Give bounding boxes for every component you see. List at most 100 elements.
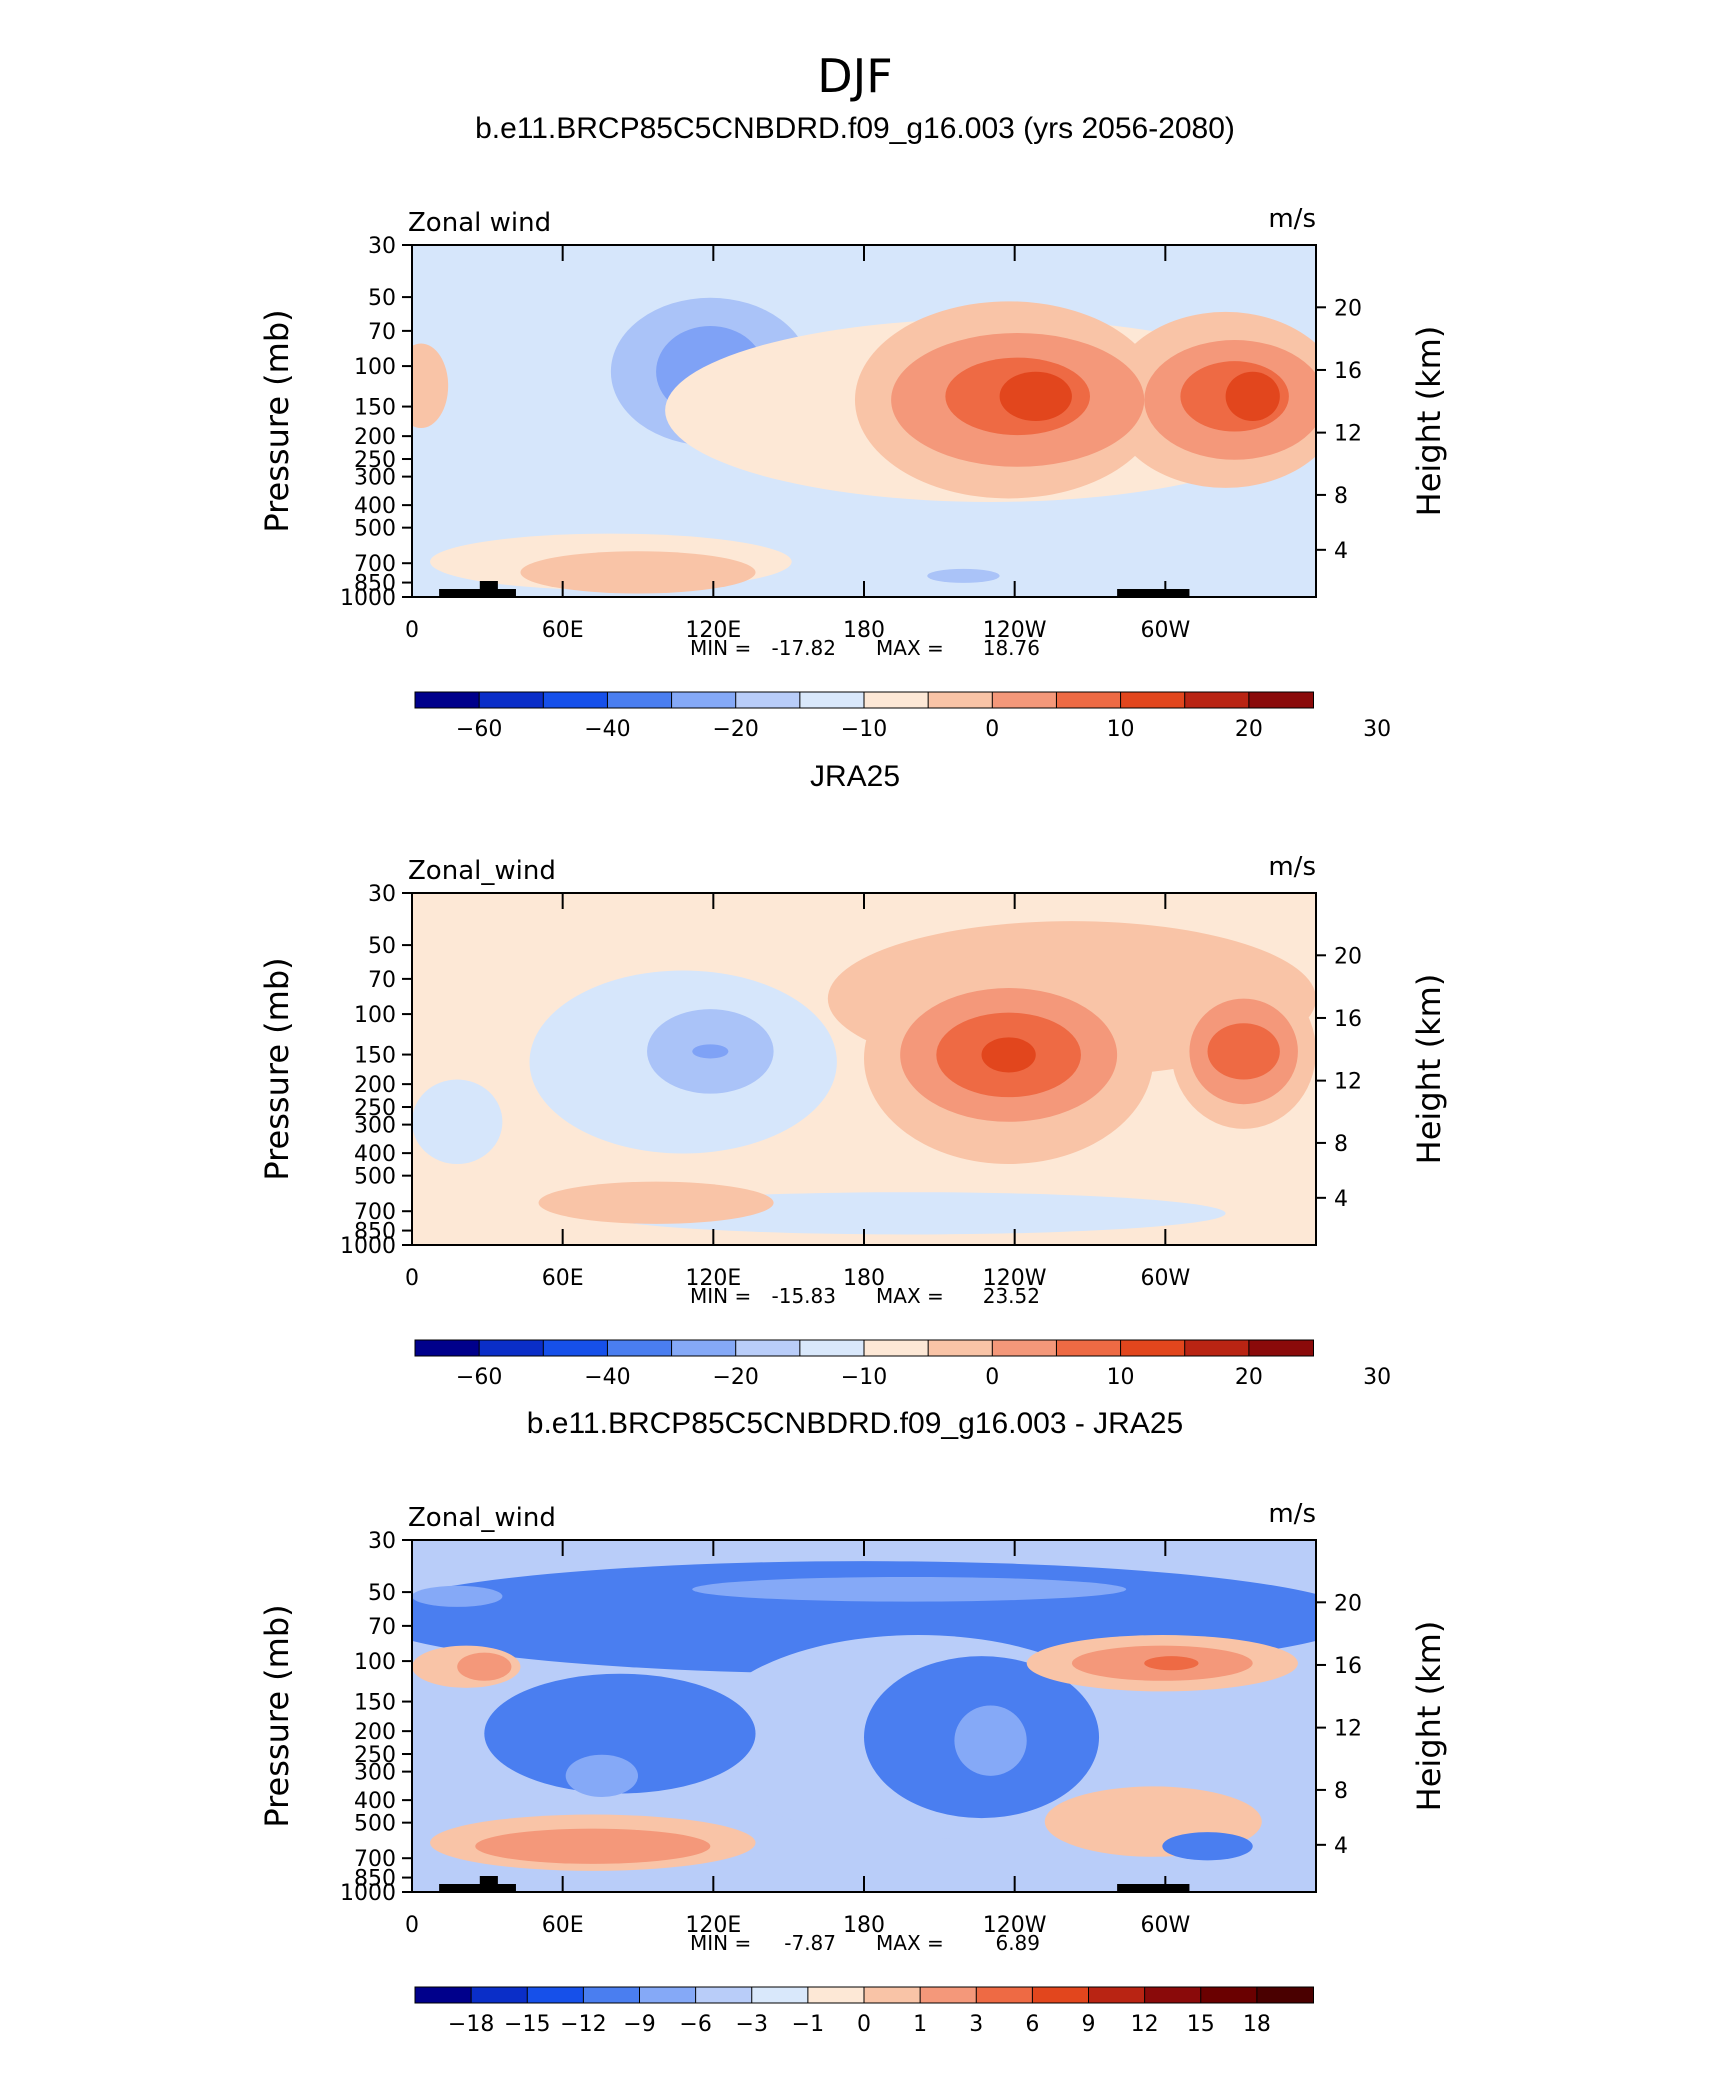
colorbar-swatch (1055, 691, 1122, 709)
land-mask (439, 589, 494, 597)
y-axis-label: Pressure (mb) (258, 957, 296, 1180)
colorbar-swatch (799, 691, 865, 709)
colorbar-label: −9 (623, 2012, 655, 2037)
x-tick-label: 120W (983, 618, 1047, 643)
land-mask (493, 1884, 516, 1892)
contour-region (927, 568, 1000, 583)
y-tick-label: 100 (354, 1003, 396, 1028)
colorbar-swatch (1248, 691, 1315, 709)
left-string: Zonal wind (408, 208, 551, 238)
colorbar-label: 0 (985, 717, 999, 742)
right-tick-label: 8 (1334, 1132, 1348, 1157)
colorbar-label: −12 (560, 2012, 606, 2037)
colorbar-label: 20 (1235, 717, 1263, 742)
colorbar-swatch (927, 691, 994, 709)
units-label: m/s (1268, 1499, 1316, 1529)
y-tick-label: 70 (368, 968, 396, 993)
min-label: MIN = (690, 1284, 751, 1308)
colorbar-swatch (927, 1339, 994, 1357)
right-tick-label: 12 (1334, 1070, 1362, 1095)
colorbar-label: −1 (792, 2012, 824, 2037)
colorbar-label: −60 (456, 1365, 502, 1390)
contour-region (1162, 1832, 1253, 1861)
contour-region (1225, 371, 1280, 421)
y-tick-label: 200 (354, 1073, 396, 1098)
colorbar: −18 −15 −12 −9 −6 −3 −1 0 1 3 6 9 12 15 18 (414, 1986, 1314, 2037)
x-tick-label: 180 (843, 618, 885, 643)
right-tick-label: 20 (1334, 1591, 1362, 1616)
contour-region (692, 1576, 1127, 1602)
colorbar-swatch (863, 691, 930, 709)
y-tick-label: 850 (354, 572, 396, 597)
x-tick-label: 60E (542, 618, 584, 643)
contour-region (538, 1181, 774, 1224)
y-tick-label: 700 (354, 552, 396, 577)
right-tick-label: 12 (1334, 422, 1362, 447)
right-tick-label: 12 (1334, 1717, 1362, 1742)
y-tick-label: 30 (368, 1529, 396, 1554)
colorbar-swatch (542, 691, 609, 709)
colorbar-swatch (606, 691, 673, 709)
y-tick-label: 50 (368, 934, 396, 959)
right-tick-label: 4 (1334, 1834, 1348, 1859)
y-tick-label: 250 (354, 448, 396, 473)
contour-region (520, 551, 756, 594)
colorbar-swatch (991, 1339, 1058, 1357)
colorbar-swatch (735, 691, 801, 709)
topography (439, 1876, 1190, 1892)
contour-fill (412, 1561, 1316, 1871)
y-tick-label: 100 (354, 1650, 396, 1675)
colorbar-swatch (695, 1986, 753, 2004)
x-tick-label: 180 (843, 1266, 885, 1291)
y-tick-label: 400 (354, 1142, 396, 1167)
max-value: 6.89 (995, 1931, 1040, 1955)
y-tick-label: 30 (368, 882, 396, 907)
colorbar-label: 6 (1025, 2012, 1039, 2037)
y-tick-label: 150 (354, 1691, 396, 1716)
colorbar-swatch (1120, 1339, 1186, 1357)
colorbar-swatch (478, 1339, 545, 1357)
y-tick-label: 30 (368, 234, 396, 259)
colorbar-label: 10 (1107, 717, 1135, 742)
contour-region (457, 1652, 512, 1681)
contour-region (565, 1754, 639, 1797)
y-tick-label: 300 (354, 1761, 396, 1786)
contour-fill (412, 921, 1316, 1235)
colorbar-label: 10 (1107, 1365, 1135, 1390)
colorbar-label: −3 (736, 2012, 768, 2037)
y-tick-label: 150 (354, 396, 396, 421)
y-tick-label: 70 (368, 1615, 396, 1640)
contour-region (999, 371, 1072, 421)
right-tick-label: 16 (1334, 1007, 1362, 1032)
colorbar-label: −20 (712, 1365, 758, 1390)
colorbar-swatch (807, 1986, 865, 2004)
figure-title: DJF (817, 49, 892, 103)
right-tick-label: 4 (1334, 1187, 1348, 1212)
y-tick-label: 250 (354, 1743, 396, 1768)
topography (439, 581, 1190, 597)
min-label: MIN = (690, 1931, 751, 1955)
right-axis-label: Height (km) (1410, 974, 1448, 1165)
contour-region (954, 1705, 1027, 1776)
contour-region (981, 1037, 1036, 1073)
contour-region (475, 1828, 711, 1864)
max-label: MAX = (876, 1931, 944, 1955)
colorbar-label: −40 (584, 717, 630, 742)
right-tick-label: 20 (1334, 944, 1362, 969)
colorbar-swatch (470, 1986, 529, 2004)
colorbar-swatch (975, 1986, 1034, 2004)
x-tick-label: 120E (685, 1266, 741, 1291)
colorbar-swatch (1184, 1339, 1250, 1357)
x-tick-label: 120E (685, 618, 741, 643)
x-tick-label: 120W (983, 1266, 1047, 1291)
y-tick-label: 250 (354, 1096, 396, 1121)
right-tick-label: 16 (1334, 359, 1362, 384)
colorbar-swatch (1184, 691, 1250, 709)
x-tick-label: 60E (542, 1266, 584, 1291)
y-tick-label: 400 (354, 1789, 396, 1814)
y-tick-label: 300 (354, 1114, 396, 1139)
colorbar-swatch (1144, 1986, 1202, 2004)
colorbar-label: 0 (985, 1365, 999, 1390)
right-tick-label: 4 (1334, 539, 1348, 564)
y-tick-label: 850 (354, 1220, 396, 1245)
